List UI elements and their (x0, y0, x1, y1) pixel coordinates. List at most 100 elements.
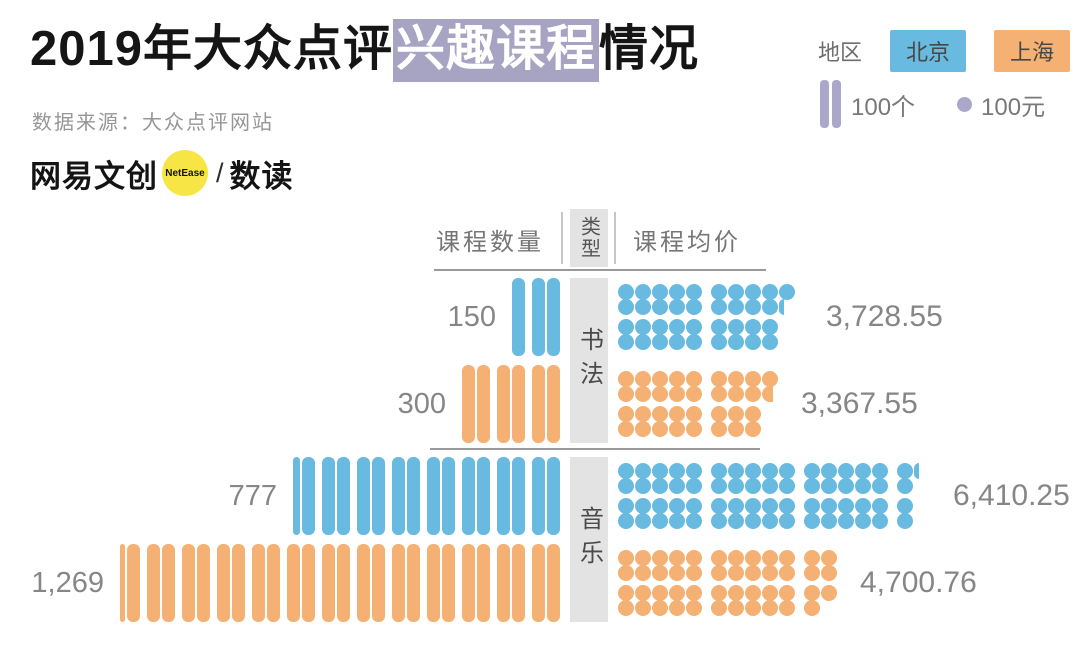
dot-column (745, 319, 761, 350)
price-dot (652, 498, 668, 514)
price-dot (855, 463, 871, 479)
bar-pair (217, 544, 245, 622)
dot-column (711, 319, 727, 350)
price-dot (745, 421, 761, 437)
price-dot (855, 513, 871, 529)
dot-column (914, 463, 930, 479)
price-dot (779, 513, 795, 529)
price-dot (872, 498, 888, 514)
dot-column (618, 284, 634, 315)
price-dot (762, 334, 778, 350)
count-bar (372, 544, 385, 622)
count-bar (357, 544, 370, 622)
count-bar (497, 544, 510, 622)
count-bar (532, 278, 545, 356)
dot-column (821, 463, 837, 494)
price-dot (762, 550, 778, 566)
count-bar (162, 544, 175, 622)
dot-column (686, 371, 702, 402)
dot-column (711, 284, 727, 315)
chart-row: 300 3,367.55 (0, 365, 1080, 443)
price-dot (745, 463, 761, 479)
dot-column (838, 463, 854, 494)
count-bar (337, 544, 350, 622)
price-partial-dot (914, 463, 919, 479)
dot-column (618, 585, 634, 616)
header-underline (434, 269, 766, 271)
price-zone: 4,700.76 (618, 550, 977, 616)
dot-column (872, 463, 888, 494)
bar-pair (532, 278, 560, 356)
price-dot (652, 585, 668, 601)
price-dot (804, 550, 820, 566)
price-dot (669, 284, 685, 300)
price-dot (728, 585, 744, 601)
bar-pair (497, 544, 525, 622)
price-dot (711, 585, 727, 601)
price-dot (652, 421, 668, 437)
price-dot (618, 565, 634, 581)
count-label: 150 (447, 300, 496, 333)
count-zone: 150 (0, 278, 560, 356)
price-dot (804, 463, 820, 479)
price-dot (821, 585, 837, 601)
dot-column (652, 498, 668, 529)
price-dot (618, 284, 634, 300)
bar-pair (392, 544, 420, 622)
dot-column (728, 319, 744, 350)
count-bar (547, 544, 560, 622)
dot-column (686, 550, 702, 581)
legend-badge-beijing: 北京 (890, 30, 967, 72)
dot-column (669, 550, 685, 581)
count-bar (407, 457, 420, 535)
category-section: 书法 150 3,728.55 300 3,367.55 (0, 278, 1080, 443)
price-dot (652, 299, 668, 315)
count-bar (477, 544, 490, 622)
price-dot (804, 478, 820, 494)
dot-column (762, 463, 778, 494)
price-dot (804, 565, 820, 581)
price-dot (652, 284, 668, 300)
count-bar (293, 457, 300, 535)
dot-column (635, 406, 651, 437)
brand-name: 网易文创 (30, 158, 158, 194)
dot-column (635, 550, 651, 581)
dot-column (804, 463, 820, 494)
dot-column (652, 463, 668, 494)
bar-pair (357, 544, 385, 622)
dot-column (711, 498, 727, 529)
price-dot (804, 585, 820, 601)
price-zone: 3,367.55 (618, 371, 918, 437)
price-dot (669, 319, 685, 335)
price-dot (728, 600, 744, 616)
bar-pair (252, 544, 280, 622)
price-label: 3,367.55 (801, 387, 918, 420)
dot-column (762, 498, 778, 529)
price-dot (711, 565, 727, 581)
count-bar (512, 457, 525, 535)
price-dot (838, 513, 854, 529)
dot-column (855, 498, 871, 529)
price-dot (618, 386, 634, 402)
price-dot (711, 600, 727, 616)
bar-pair (532, 365, 560, 443)
count-bar (287, 544, 300, 622)
price-dot (652, 600, 668, 616)
bar-pair (147, 544, 175, 622)
chart-row: 150 3,728.55 (0, 278, 1080, 356)
price-dot (669, 421, 685, 437)
dot-column (669, 371, 685, 402)
column-header-type-label: 类型 (577, 216, 600, 260)
count-bar (442, 457, 455, 535)
price-dot (652, 565, 668, 581)
count-bar (462, 544, 475, 622)
count-bar (322, 457, 335, 535)
price-dot (762, 478, 778, 494)
price-dot (711, 284, 727, 300)
bar-pair (462, 365, 490, 443)
price-dot (728, 478, 744, 494)
chart-row: 777 6,410.25 (0, 457, 1080, 535)
dot-column (686, 498, 702, 529)
count-bar (477, 457, 490, 535)
price-dot (762, 463, 778, 479)
